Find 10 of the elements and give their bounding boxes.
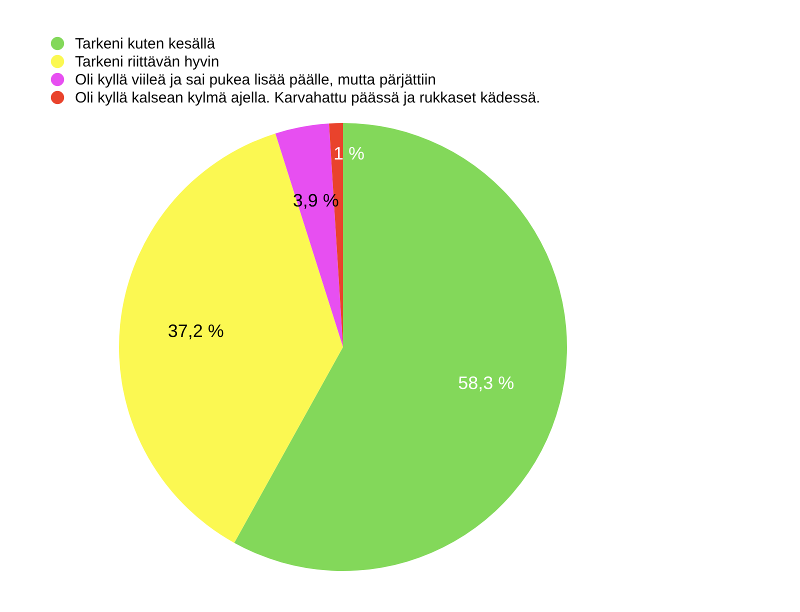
legend-label: Tarkeni kuten kesällä <box>75 36 216 52</box>
data-label: 1 % <box>334 143 365 164</box>
pie-slice <box>119 133 343 543</box>
legend-label: Oli kyllä kalsean kylmä ajella. Karvahattu päässä ja rukkaset kädessä. <box>75 90 540 106</box>
pie-slice <box>234 123 567 571</box>
data-label: 58,3 % <box>458 373 514 394</box>
legend-label: Tarkeni riittävän hyvin <box>75 54 220 70</box>
pie-slice <box>275 123 343 347</box>
legend-label: Oli kyllä viileä ja sai pukea lisää päälle, mutta pärjättiin <box>75 72 436 88</box>
data-label: 37,2 % <box>168 321 224 342</box>
